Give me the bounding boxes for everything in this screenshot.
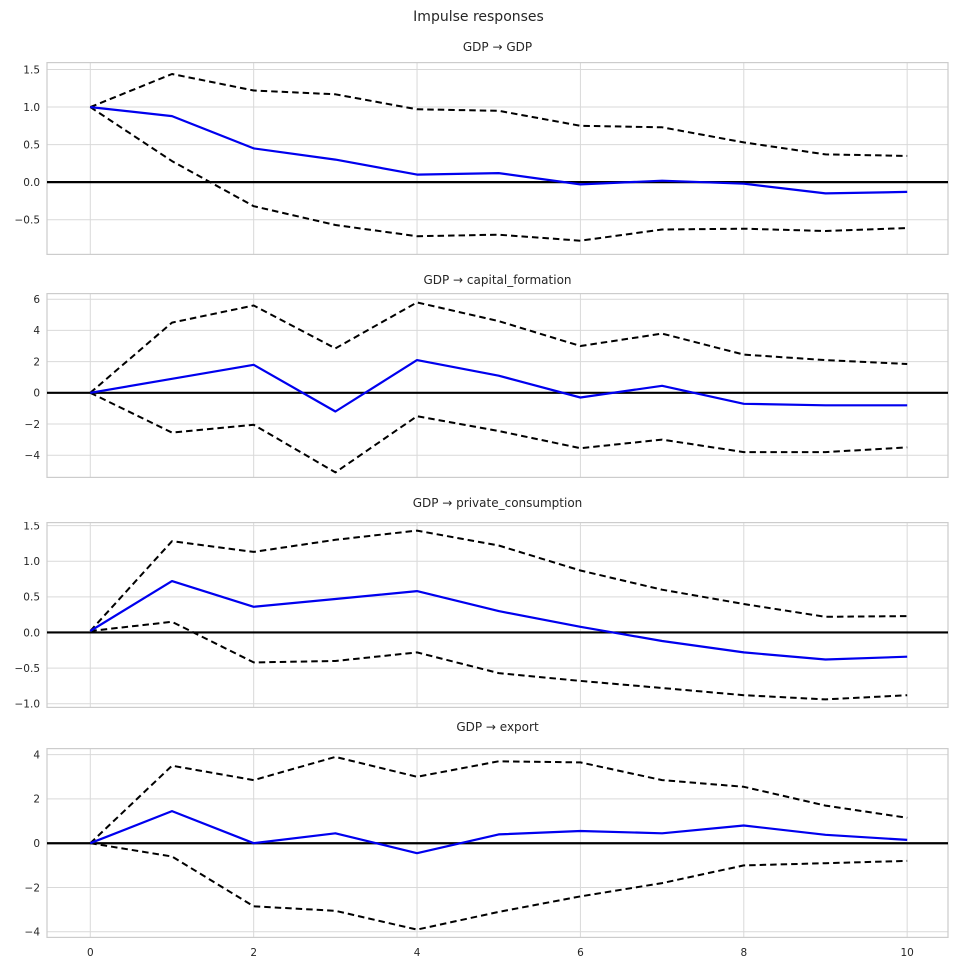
- y-tick-label: −0.5: [15, 663, 41, 675]
- subplot-title-gdp-to-capital-formation: GDP → capital_formation: [423, 273, 572, 287]
- x-tick-label: 4: [414, 947, 421, 959]
- y-tick-label: 1.5: [23, 522, 40, 532]
- x-tick-label: 6: [577, 947, 584, 959]
- y-tick-label: 0: [33, 388, 40, 400]
- y-tick-label: 6: [33, 294, 40, 306]
- y-tick-label: −2: [25, 419, 40, 431]
- subplot-title-gdp-to-gdp: GDP → GDP: [462, 40, 533, 54]
- upper-band-line: [89, 73, 908, 157]
- impulse-response-line: [89, 579, 908, 661]
- impulse-response-line: [90, 358, 908, 413]
- lower-band-line: [89, 106, 908, 242]
- impulse-response-line: [90, 106, 908, 195]
- y-tick-label: −4: [25, 927, 41, 939]
- y-tick-label: 0.5: [23, 139, 40, 151]
- x-tick-label: 0: [87, 947, 94, 959]
- y-tick-label: 1.0: [23, 556, 40, 568]
- x-tick-label: 10: [900, 947, 913, 959]
- y-tick-label: 1.0: [23, 102, 40, 114]
- y-tick-label: 0.5: [23, 592, 40, 604]
- plot-border: [46, 522, 949, 708]
- subplot-canvas-1: 6 4 2 0 −2 −4: [25, 293, 949, 478]
- lower-band-line: [90, 620, 908, 701]
- x-tick-label: 8: [740, 947, 747, 959]
- plot-border: [46, 62, 949, 255]
- upper-band-line: [89, 301, 908, 394]
- y-tick-label: 0.0: [23, 627, 40, 639]
- y-tick-label: 1.5: [23, 64, 40, 76]
- y-tick-label: 4: [33, 325, 40, 337]
- subplot-title-gdp-to-export: GDP → export: [456, 720, 539, 734]
- subplot-canvas-3: 4 2 0 −2 −4 0 2 4 6 8 10: [25, 748, 949, 959]
- subplot-canvas-0: 1.5 1.0 0.5 0.0 −0.5: [15, 62, 949, 255]
- upper-band-line: [89, 529, 908, 632]
- y-tick-label: 0: [33, 838, 40, 850]
- y-tick-label: −1.0: [15, 699, 41, 708]
- y-tick-label: 4: [33, 749, 40, 761]
- subplot-canvas-2: 1.5 1.0 0.5 0.0 −0.5 −1.0: [15, 522, 949, 708]
- lower-band-line: [89, 391, 908, 474]
- y-tick-label: −2: [25, 882, 40, 894]
- impulse-response-line: [89, 809, 908, 855]
- x-tick-label: 2: [250, 947, 257, 959]
- plot-border: [46, 293, 949, 478]
- y-tick-label: 0.0: [23, 177, 40, 189]
- lower-band-line: [90, 842, 908, 931]
- y-tick-label: 2: [33, 794, 40, 806]
- y-tick-label: 2: [33, 356, 40, 368]
- y-tick-label: −0.5: [15, 215, 41, 227]
- subplot-title-gdp-to-private-consumption: GDP → private_consumption: [412, 496, 583, 510]
- figure-title: Impulse responses: [413, 9, 544, 25]
- y-tick-label: −4: [25, 450, 41, 462]
